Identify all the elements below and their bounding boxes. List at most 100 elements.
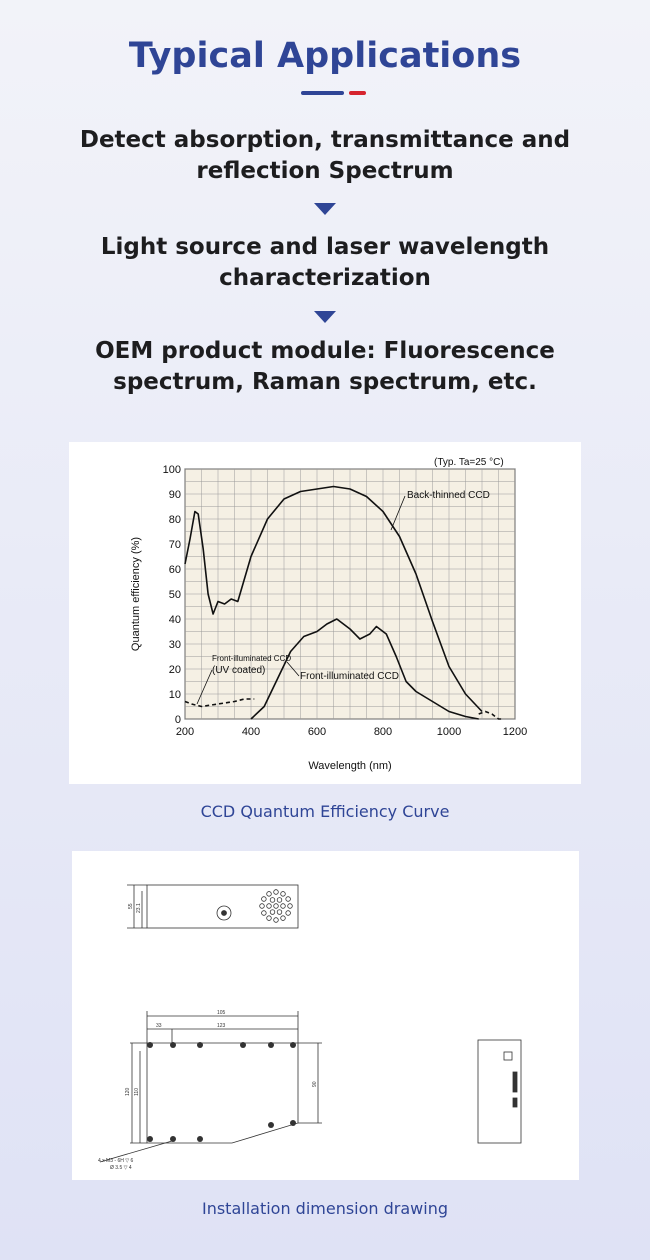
front-port-icon	[503, 1051, 513, 1061]
vent-hole	[285, 896, 291, 902]
vent-hole	[261, 910, 267, 916]
chart-panel: 200 400 600 800 1000 1200 0 10 20 30 40 50 60 70 80 90 1…	[69, 442, 581, 784]
mounting-hole	[240, 1042, 246, 1048]
vent-hole	[273, 917, 279, 923]
hole-note: 4 x M3 - 6H ▽ 6	[98, 1158, 133, 1164]
x-tick-label: 600	[308, 726, 326, 738]
mounting-hole	[170, 1136, 176, 1142]
annotation-front-uv: Front-illuminated CCD	[212, 654, 291, 663]
dim-label: 33	[156, 1023, 162, 1029]
mounting-hole	[268, 1042, 274, 1048]
underline-red-bar	[349, 91, 366, 95]
x-tick-label: 200	[176, 726, 194, 738]
vent-hole	[285, 910, 291, 916]
installation-drawing: 105 33 123 120 110 90 55 23.1 4 x M3 - 6…	[98, 884, 522, 1171]
annotation-uv-coated: (UV coated)	[212, 665, 265, 676]
annotation-leader	[390, 495, 406, 531]
vent-hole	[266, 915, 272, 921]
application-3-line2: spectrum, Raman spectrum, etc.	[113, 369, 537, 395]
annotation-back-thinned: Back-thinned CCD	[407, 490, 490, 501]
tick-labels: 200 400 600 800 1000 1200 0 10 20 30 40 50 60 70 80 90 1…	[163, 464, 528, 738]
fiber-port-center	[221, 910, 227, 916]
vent-hole	[276, 909, 283, 915]
y-tick-label: 0	[175, 714, 181, 726]
underline-blue-bar	[301, 91, 344, 95]
x-tick-label: 1200	[503, 726, 527, 738]
application-2-line1: Light source and laser wavelength	[100, 234, 550, 260]
dim-label: 110	[134, 1088, 140, 1096]
front-connector-icon	[512, 1071, 518, 1093]
application-1-line2: reflection Spectrum	[196, 158, 454, 184]
annotation-leader	[286, 661, 300, 677]
vent-hole	[259, 903, 265, 909]
y-tick-label: 70	[169, 539, 181, 551]
front-led-icon	[512, 1097, 518, 1108]
y-tick-label: 40	[169, 614, 181, 626]
down-arrow-icon	[314, 311, 336, 323]
y-tick-label: 80	[169, 514, 181, 526]
page-title: Typical Applications	[128, 36, 522, 76]
vent-hole	[280, 891, 286, 897]
mounting-hole	[268, 1122, 274, 1128]
side-view-body	[146, 884, 299, 929]
y-tick-label: 30	[169, 639, 181, 651]
mounting-hole	[170, 1042, 176, 1048]
x-tick-label: 800	[374, 726, 392, 738]
drawing-caption: Installation dimension drawing	[201, 1199, 449, 1218]
mounting-hole	[290, 1042, 296, 1048]
grid	[184, 468, 516, 720]
vent-hole	[276, 897, 283, 903]
application-1: Detect absorption, transmittance and ref…	[0, 125, 650, 187]
title-underline	[301, 91, 366, 96]
condition-label: (Typ. Ta=25 °C)	[434, 457, 504, 468]
vent-hole	[273, 903, 279, 909]
dim-label: 55	[128, 903, 134, 909]
annotation-leader	[196, 669, 213, 705]
application-1-line1: Detect absorption, transmittance and	[79, 127, 571, 153]
fiber-port-icon	[216, 905, 232, 921]
series-layer	[184, 485, 502, 720]
series-line-3	[478, 710, 502, 720]
front-view-body	[477, 1039, 522, 1144]
y-tick-label: 100	[163, 464, 181, 476]
y-tick-label: 90	[169, 489, 181, 501]
vent-hole	[266, 903, 272, 909]
vent-hole	[287, 903, 293, 909]
vent-hole	[269, 897, 276, 903]
y-axis-label: Quantum efficiency (%)	[130, 537, 142, 651]
quantum-efficiency-chart: 200 400 600 800 1000 1200 0 10 20 30 40 50 60 70 80 90 1…	[130, 457, 528, 772]
down-arrow-icon	[314, 203, 336, 215]
vent-holes	[259, 889, 293, 923]
mounting-hole	[147, 1136, 153, 1142]
vent-hole	[280, 903, 286, 909]
application-2: Light source and laser wavelength charac…	[0, 232, 650, 294]
mounting-hole	[197, 1136, 203, 1142]
leader-line	[99, 1140, 173, 1163]
x-tick-label: 400	[242, 726, 260, 738]
y-tick-label: 60	[169, 564, 181, 576]
top-view-body	[146, 1042, 299, 1144]
series-line-2	[184, 698, 255, 708]
vent-hole	[261, 896, 267, 902]
mounting-hole	[147, 1042, 153, 1048]
application-2-line2: characterization	[219, 265, 431, 291]
vent-hole	[280, 915, 286, 921]
y-tick-label: 50	[169, 589, 181, 601]
dim-label: 23.1	[136, 903, 142, 913]
annotation-front-illuminated: Front-illuminated CCD	[300, 671, 399, 682]
y-tick-label: 20	[169, 664, 181, 676]
application-3-line1: OEM product module: Fluorescence	[95, 338, 555, 364]
x-tick-label: 1000	[437, 726, 461, 738]
mounting-hole	[290, 1120, 296, 1126]
y-tick-label: 10	[169, 689, 181, 701]
application-3: OEM product module: Fluorescence spectru…	[0, 336, 650, 398]
dim-label: 120	[125, 1087, 131, 1096]
vent-hole	[269, 909, 276, 915]
series-line-1	[250, 618, 479, 720]
chart-caption: CCD Quantum Efficiency Curve	[200, 802, 450, 821]
dim-label: 90	[312, 1081, 318, 1087]
drawing-panel: 105 33 123 120 110 90 55 23.1 4 x M3 - 6…	[72, 851, 579, 1180]
series-line-0	[184, 485, 483, 713]
hole-note: Ø 3.5 ▽ 4	[110, 1165, 132, 1171]
dim-label: 105	[217, 1010, 226, 1016]
